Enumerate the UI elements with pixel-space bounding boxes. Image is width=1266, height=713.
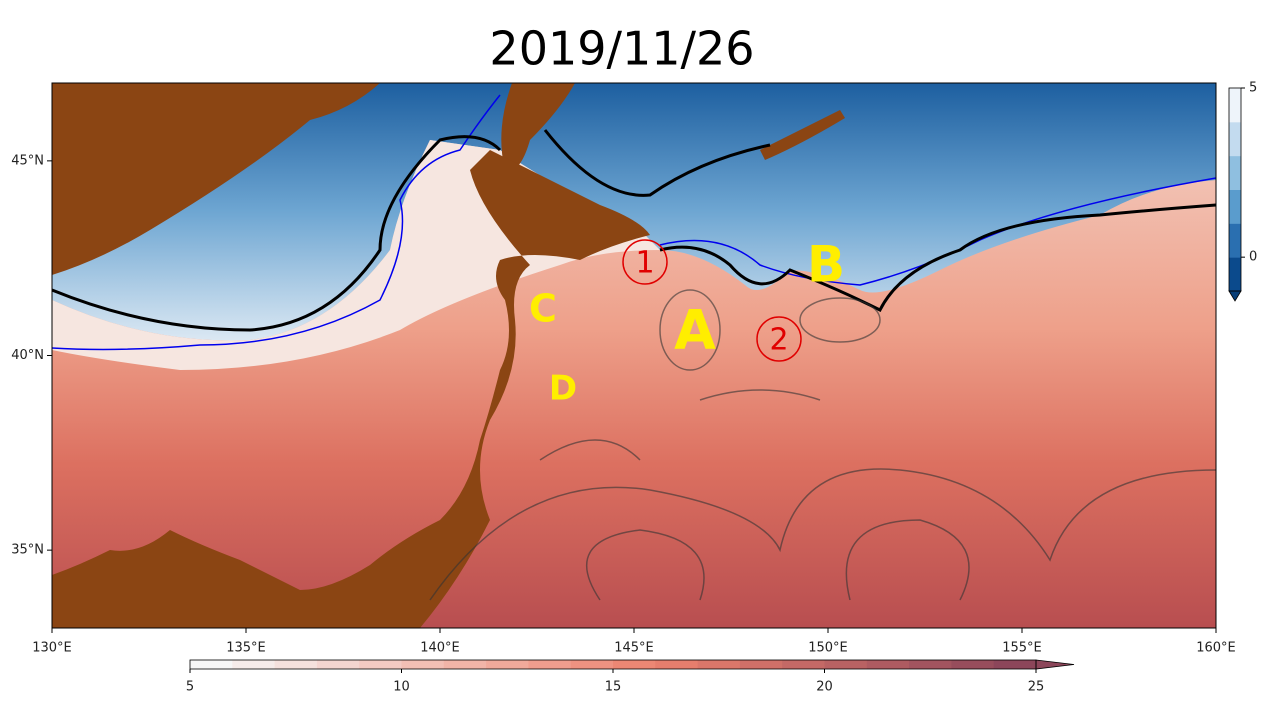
colorbar-step <box>1229 155 1241 190</box>
title: 2019/11/26 <box>489 22 754 76</box>
colorbar-step <box>528 660 572 669</box>
y-tick-label: 35°N <box>11 543 44 558</box>
y-tick-label: 45°N <box>11 153 44 168</box>
colorbar-step <box>401 660 445 669</box>
colorbar-step <box>190 660 233 669</box>
colorbar-step <box>443 660 487 669</box>
annotation-label: A <box>674 299 716 362</box>
colorbar-step <box>359 660 402 669</box>
colorbar-bottom: 5 10 15 20 25 <box>186 659 1075 695</box>
y-tick-label: 40°N <box>11 348 44 363</box>
axes: 130°E 135°E 140°E 145°E 150°E 155°E 160°E 35°N 4… <box>11 153 1236 655</box>
colorbar-step <box>824 660 868 669</box>
colorbar-step <box>1229 189 1241 224</box>
colorbar-step <box>1229 121 1241 157</box>
annotation-circle <box>756 316 802 362</box>
colorbar-tick-label: 25 <box>1028 680 1045 695</box>
annotation-label: D <box>549 369 577 409</box>
colorbar-right: 05 <box>1228 81 1257 302</box>
x-tick-label: 160°E <box>1196 641 1236 656</box>
front-line <box>52 94 501 351</box>
colorbar-step <box>655 660 699 669</box>
contour-line <box>543 129 1216 313</box>
colorbar-step <box>232 660 276 669</box>
x-tick-label: 140°E <box>420 641 460 656</box>
colorbar-step <box>613 660 656 669</box>
x-tick-label: 135°E <box>226 641 266 656</box>
colorbar-step <box>739 660 783 669</box>
colorbar-step <box>1229 88 1241 123</box>
colorbar-step <box>951 660 995 669</box>
land-mainland <box>52 83 380 275</box>
colorbar-tick-label: 5 <box>186 680 194 695</box>
colorbar-step <box>993 660 1037 669</box>
colorbar-step <box>909 660 952 669</box>
colorbar-frame <box>1228 87 1242 292</box>
colorbar-tick-label: 5 <box>1249 81 1257 96</box>
land-sakhalin <box>501 83 575 171</box>
x-tick-label: 145°E <box>614 641 654 656</box>
colorbar-step <box>782 660 825 669</box>
cold-water <box>52 83 1216 341</box>
annotation-label: B <box>807 236 845 294</box>
annotation-label: C <box>529 287 557 331</box>
map-area: A B C D 1 2 <box>52 83 1216 628</box>
colorbar-step <box>1229 223 1241 258</box>
x-tick-label: 155°E <box>1002 641 1042 656</box>
colorbar-step <box>697 660 741 669</box>
streamlines <box>429 289 1216 601</box>
land-kurils <box>760 110 845 160</box>
annotation-label: 2 <box>769 323 788 358</box>
colorbar-tick-label: 10 <box>393 680 410 695</box>
colorbar-step <box>316 660 360 669</box>
colorbar-tick-label: 15 <box>605 680 622 695</box>
colorbar-step <box>274 660 318 669</box>
colorbar-extend <box>1035 659 1075 670</box>
land-japan <box>52 150 650 628</box>
colorbar-step <box>486 660 529 669</box>
colorbar-step <box>1229 257 1241 292</box>
annotation-label: 1 <box>635 246 654 281</box>
x-tick-label: 150°E <box>808 641 848 656</box>
colorbar-tick-label: 0 <box>1249 250 1257 265</box>
annotation-circle <box>622 239 668 285</box>
colorbar-extend <box>1228 290 1242 302</box>
colorbar-step <box>570 660 614 669</box>
x-tick-label: 130°E <box>32 641 72 656</box>
colorbar-step <box>866 660 910 669</box>
front-line <box>659 177 1216 286</box>
colorbar-tick-label: 20 <box>816 680 833 695</box>
contour-line <box>52 135 502 332</box>
